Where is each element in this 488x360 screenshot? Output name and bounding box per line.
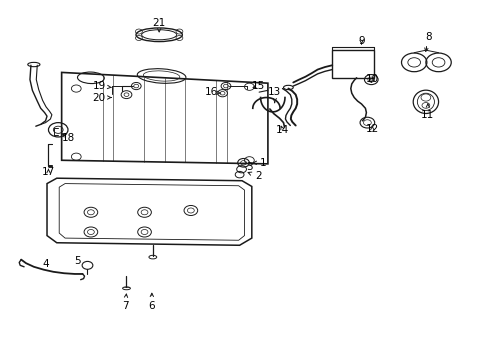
Text: 7: 7 [122,294,128,311]
Text: 4: 4 [42,259,49,269]
Text: 21: 21 [152,18,165,32]
Text: 17: 17 [42,167,55,177]
Text: 18: 18 [61,133,75,143]
Text: 6: 6 [148,293,155,311]
Text: 9: 9 [358,36,364,46]
Text: 14: 14 [275,125,288,135]
Bar [331,50,373,78]
Text: 19: 19 [92,81,111,91]
Text: 2: 2 [247,171,261,181]
Text: 13: 13 [267,87,281,103]
Text: 5: 5 [74,256,81,266]
Text: 11: 11 [420,104,433,121]
Text: 3: 3 [245,162,252,172]
Text: 16: 16 [204,87,220,97]
Text: 8: 8 [424,32,431,51]
Text: 10: 10 [365,74,378,84]
Text: 20: 20 [92,93,111,103]
Text: 1: 1 [253,158,266,168]
Text: 15: 15 [251,81,264,91]
Text: 12: 12 [365,124,378,134]
